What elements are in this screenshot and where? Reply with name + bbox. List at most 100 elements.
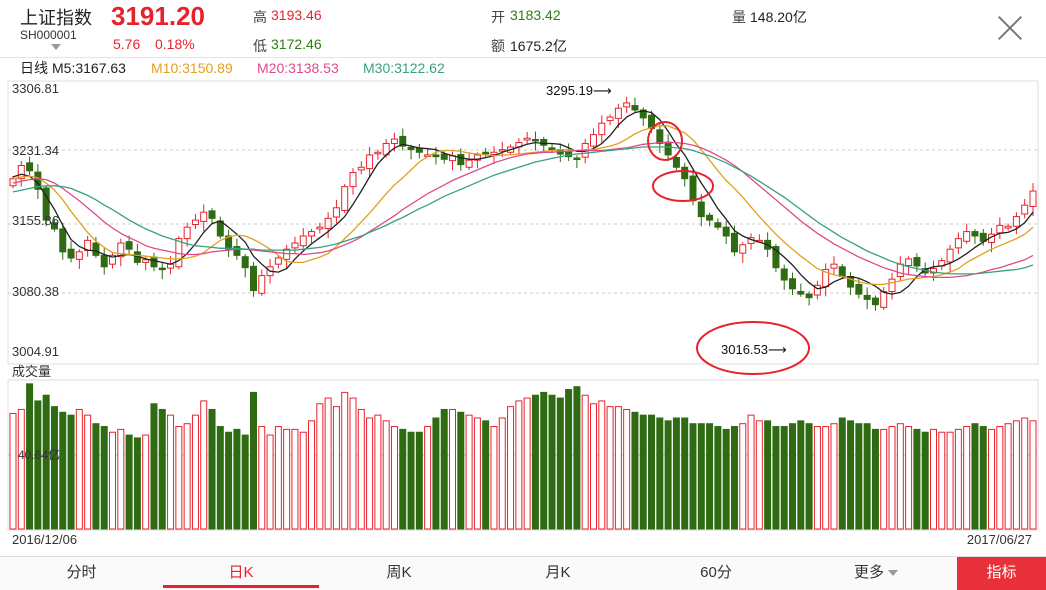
indicator-button[interactable]: 指标 bbox=[957, 557, 1046, 590]
volume-bar bbox=[764, 420, 772, 530]
candle-body bbox=[979, 232, 987, 242]
volume-bar bbox=[631, 411, 639, 530]
candle-body bbox=[432, 154, 440, 158]
ma5-legend: M5:3167.63 bbox=[52, 60, 126, 76]
candle-body bbox=[664, 141, 672, 156]
volume-bar bbox=[946, 431, 954, 530]
volume-bar bbox=[449, 408, 457, 530]
candle-body bbox=[606, 116, 614, 122]
candle-body bbox=[797, 290, 805, 295]
volume-bar bbox=[838, 417, 846, 530]
volume-bar bbox=[905, 426, 913, 530]
volume-bar bbox=[639, 414, 647, 530]
tab-label: 周K bbox=[386, 564, 412, 581]
volume-bar bbox=[200, 400, 208, 530]
volume-bar bbox=[183, 423, 191, 530]
tab-60min[interactable]: 60分 bbox=[637, 557, 795, 590]
volume-bar bbox=[158, 408, 166, 530]
volume-bar bbox=[59, 411, 67, 530]
candle-body bbox=[473, 154, 481, 161]
volume-bar bbox=[598, 400, 606, 530]
volume-bar bbox=[109, 431, 117, 530]
candle-body bbox=[50, 222, 58, 230]
candle-body bbox=[233, 246, 241, 256]
volume-bar bbox=[830, 423, 838, 530]
candle-body bbox=[830, 263, 838, 269]
volume-bar bbox=[929, 428, 937, 530]
candle-body bbox=[225, 235, 233, 250]
candle-body bbox=[996, 224, 1004, 234]
candle-body bbox=[100, 254, 108, 268]
volume-value: 148.20亿 bbox=[750, 9, 807, 25]
candle-body bbox=[349, 172, 357, 188]
volume-bar bbox=[855, 423, 863, 530]
volume-bar bbox=[623, 408, 631, 530]
volume-bar bbox=[266, 434, 274, 530]
candle-body bbox=[631, 105, 639, 111]
tab-intraday[interactable]: 分时 bbox=[0, 557, 163, 590]
volume-bar bbox=[1004, 423, 1012, 530]
candle-body bbox=[457, 153, 465, 166]
candle-body bbox=[598, 122, 606, 136]
candle-body bbox=[523, 137, 531, 141]
volume-bar bbox=[498, 417, 506, 530]
volume-bar bbox=[142, 434, 150, 530]
ma30-legend: M30:3122.62 bbox=[363, 60, 445, 76]
volume-bar bbox=[1021, 417, 1029, 530]
volume-bar bbox=[896, 423, 904, 530]
tab-monthly-k[interactable]: 月K bbox=[479, 557, 637, 590]
ma-line-m20 bbox=[12, 141, 1034, 279]
candle-body bbox=[913, 257, 921, 267]
candle-body bbox=[739, 244, 747, 254]
candle-body bbox=[540, 138, 548, 146]
candle-body bbox=[17, 164, 25, 180]
open-value: 3183.42 bbox=[510, 7, 561, 23]
low-value: 3172.46 bbox=[271, 36, 322, 52]
candle-body bbox=[142, 259, 150, 263]
volume-bar bbox=[133, 437, 141, 530]
volume-bar bbox=[324, 397, 332, 530]
tab-weekly-k[interactable]: 周K bbox=[319, 557, 479, 590]
volume-label: 量 bbox=[732, 9, 746, 25]
volume-bar bbox=[507, 406, 515, 530]
volume-bar bbox=[274, 426, 282, 530]
volume-bar bbox=[482, 420, 490, 530]
volume-bar bbox=[399, 428, 407, 530]
volume-bar bbox=[258, 426, 266, 530]
close-icon[interactable] bbox=[992, 10, 1028, 46]
candle-body bbox=[623, 102, 631, 108]
period-label: 日线 bbox=[20, 60, 48, 76]
tab-daily-k[interactable]: 日K bbox=[163, 557, 319, 590]
date-end: 2017/06/27 bbox=[967, 532, 1032, 547]
tab-label: 分时 bbox=[66, 564, 97, 581]
low-annotation: 3016.53⟶ bbox=[721, 342, 787, 357]
current-price: 3191.20 bbox=[111, 1, 205, 31]
candle-body bbox=[316, 226, 324, 230]
ma-line-m30 bbox=[12, 146, 1034, 275]
volume-bar bbox=[465, 414, 473, 530]
price-tick: 3155.86 bbox=[12, 213, 59, 228]
amount-label: 额 bbox=[491, 38, 505, 54]
price-change: 5.76 bbox=[113, 36, 141, 52]
kline-chart[interactable]: 3306.81 3231.34 3155.86 3080.38 3004.91 … bbox=[0, 59, 1046, 556]
candle-body bbox=[357, 166, 365, 171]
volume-bar bbox=[432, 417, 440, 530]
chevron-down-icon[interactable] bbox=[51, 44, 61, 50]
volume-bar bbox=[822, 426, 830, 530]
candle-body bbox=[813, 284, 821, 296]
ma-line-m5 bbox=[12, 110, 1034, 295]
volume-bar bbox=[706, 423, 714, 530]
volume-bar bbox=[880, 428, 888, 530]
index-code: SH000001 bbox=[20, 28, 77, 42]
volume-bar bbox=[730, 426, 738, 530]
candle-body bbox=[573, 157, 581, 160]
candle-body bbox=[697, 201, 705, 218]
candle-body bbox=[838, 266, 846, 278]
candle-body bbox=[672, 157, 680, 168]
tab-more[interactable]: 更多 bbox=[795, 557, 957, 590]
candle-body bbox=[805, 293, 813, 299]
volume-bar bbox=[614, 406, 622, 530]
candle-body bbox=[888, 278, 896, 292]
volume-bar bbox=[415, 431, 423, 530]
candle-body bbox=[482, 151, 490, 155]
